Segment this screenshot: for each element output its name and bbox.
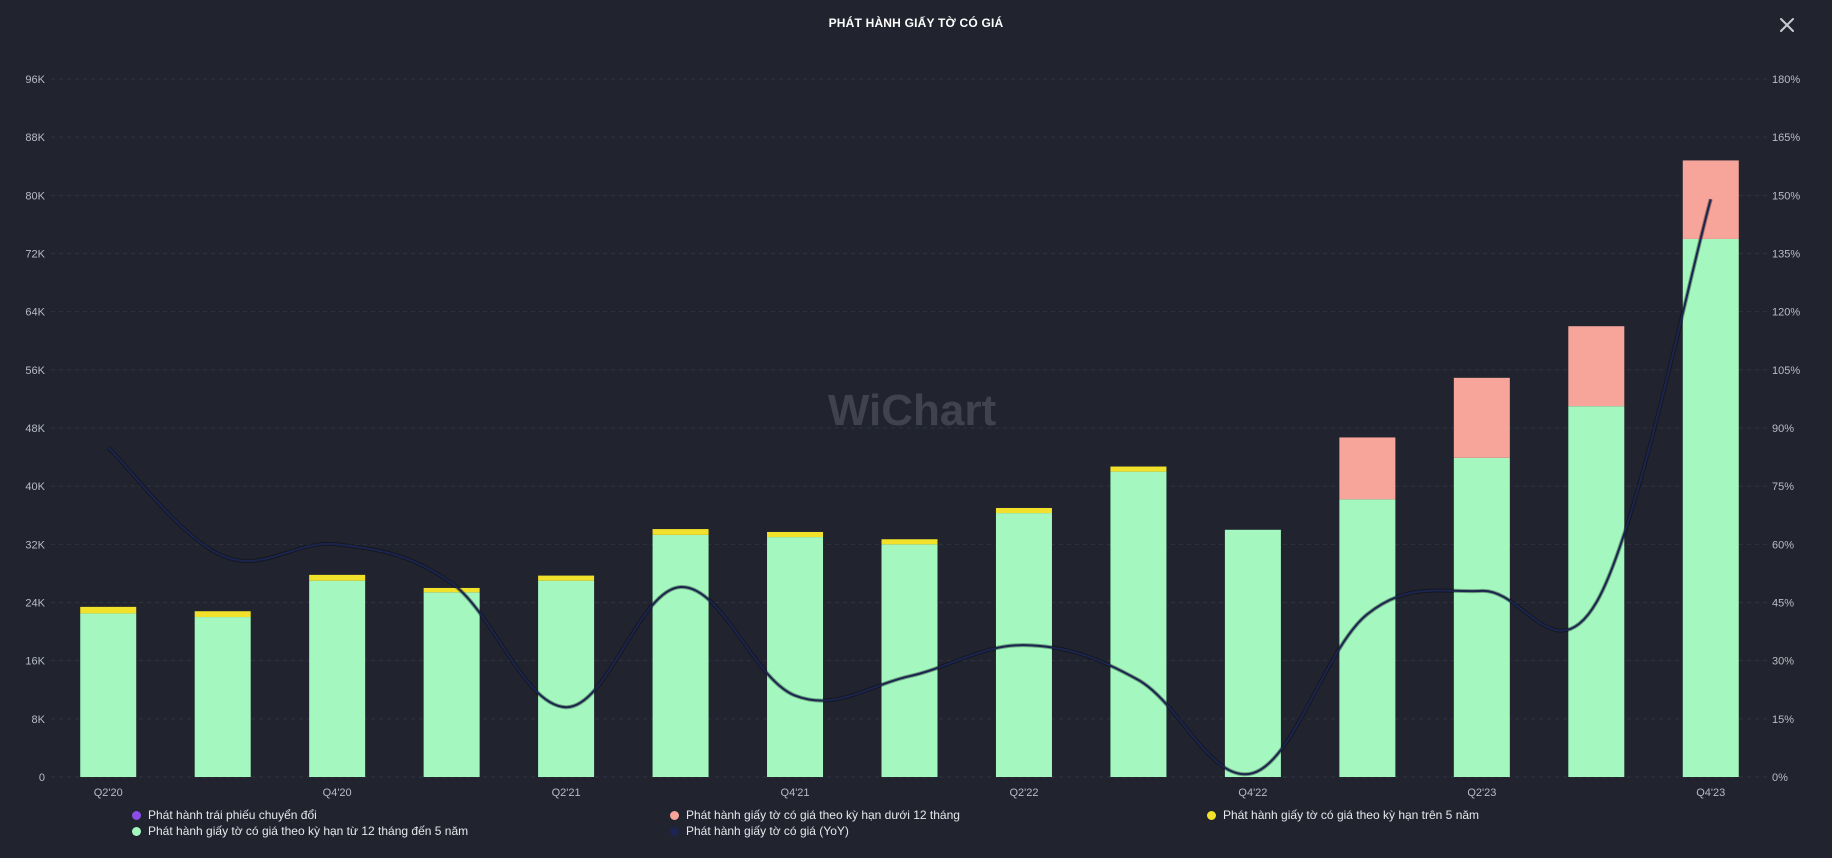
yoy-line <box>106 198 1713 777</box>
bar-segment-over-5y <box>194 611 251 618</box>
legend-dot <box>132 826 141 836</box>
legend-item-under-12m[interactable]: Phát hành giấy tờ có giá theo kỳ hạn dướ… <box>670 808 960 822</box>
bar-segment-12m-5y <box>1339 499 1396 777</box>
legend-label: Phát hành giấy tờ có giá (YoY) <box>686 824 849 838</box>
legend-label: Phát hành giấy tờ có giá theo kỳ hạn trê… <box>1223 808 1480 822</box>
x-tick-label: Q4'23 <box>1696 787 1725 799</box>
legend-item-12m-5y[interactable]: Phát hành giấy tờ có giá theo kỳ hạn từ … <box>132 824 468 838</box>
y-tick-label-right: 60% <box>1772 539 1794 551</box>
legend-item-over-5y[interactable]: Phát hành giấy tờ có giá theo kỳ hạn trê… <box>1207 808 1479 822</box>
bar-segment-12m-5y <box>1110 471 1167 777</box>
y-tick-label-left: 72K <box>25 249 45 261</box>
yoy-line-path <box>107 198 1712 776</box>
bar-segment-12m-5y <box>652 534 709 777</box>
bar-segment-over-5y <box>538 575 595 581</box>
bar-segment-12m-5y <box>1224 529 1281 777</box>
x-tick-label: Q2'22 <box>1009 787 1038 799</box>
legend-item-convertible[interactable]: Phát hành trái phiếu chuyển đổi <box>132 808 317 822</box>
legend-dot <box>670 826 679 836</box>
bar-segment-12m-5y <box>538 580 595 777</box>
bar-segment-12m-5y <box>767 537 824 777</box>
x-tick-label: Q2'23 <box>1467 787 1496 799</box>
x-tick-label: Q4'22 <box>1238 787 1267 799</box>
watermark: WiChart <box>828 386 997 435</box>
bar-segment-12m-5y <box>881 544 938 777</box>
bars <box>80 160 1739 778</box>
y-tick-label-left: 0 <box>39 772 45 784</box>
bar-segment-over-5y <box>767 531 824 538</box>
legend-label: Phát hành giấy tờ có giá theo kỳ hạn dướ… <box>686 808 960 822</box>
y-tick-label-left: 88K <box>25 132 45 144</box>
y-tick-label-left: 16K <box>25 656 45 668</box>
x-tick-label: Q4'21 <box>781 787 810 799</box>
bar-segment-under-12m <box>1453 377 1510 458</box>
legend-label: Phát hành giấy tờ có giá theo kỳ hạn từ … <box>148 824 469 838</box>
legend-dot <box>670 810 679 820</box>
axes: 0 0% 8K 15% 16K 30% 24K 45% 32K 60% 40K 75% 48K 90% 56… <box>25 74 1800 799</box>
bar-segment-over-5y <box>80 606 137 614</box>
y-tick-label-left: 40K <box>25 481 45 493</box>
legend-label: Phát hành trái phiếu chuyển đổi <box>148 808 317 822</box>
x-tick-label: Q2'20 <box>94 787 123 799</box>
y-tick-label-right: 180% <box>1772 74 1800 86</box>
y-tick-label-right: 15% <box>1772 714 1794 726</box>
y-tick-label-left: 56K <box>25 365 45 377</box>
y-tick-label-right: 75% <box>1772 481 1794 493</box>
bar-segment-12m-5y <box>1453 457 1510 777</box>
bar-segment-over-5y <box>423 587 480 593</box>
bar-segment-over-5y <box>995 507 1052 514</box>
y-tick-label-right: 30% <box>1772 656 1794 668</box>
y-tick-label-left: 24K <box>25 598 45 610</box>
chart: WiChart 0 0% 8K 15% 16K 30% 24K 45% 32K 60% 40K 75%… <box>25 74 1800 799</box>
y-tick-label-right: 0% <box>1772 772 1788 784</box>
bar-segment-over-5y <box>1110 466 1167 472</box>
y-tick-label-right: 165% <box>1772 132 1800 144</box>
legend-item-yoy[interactable]: Phát hành giấy tờ có giá (YoY) <box>670 824 849 838</box>
bar-segment-12m-5y <box>1682 238 1739 778</box>
bar-segment-12m-5y <box>194 617 251 777</box>
y-tick-label-right: 135% <box>1772 249 1800 261</box>
y-tick-label-left: 32K <box>25 539 45 551</box>
bar-segment-12m-5y <box>423 592 480 777</box>
x-tick-label: Q4'20 <box>323 787 352 799</box>
bar-segment-12m-5y <box>1568 406 1625 777</box>
chart-title: PHÁT HÀNH GIẤY TỜ CÓ GIÁ <box>828 16 1004 30</box>
y-tick-label-right: 45% <box>1772 598 1794 610</box>
bar-segment-12m-5y <box>309 580 366 777</box>
bar-segment-under-12m <box>1339 437 1396 500</box>
y-tick-label-left: 64K <box>25 307 45 319</box>
close-icon[interactable] <box>1774 12 1800 38</box>
y-tick-label-left: 8K <box>32 714 46 726</box>
bar-segment-over-5y <box>652 529 709 535</box>
legend-dot <box>1207 810 1216 820</box>
bar-segment-12m-5y <box>80 613 137 777</box>
bar-segment-under-12m <box>1568 326 1625 407</box>
y-tick-label-right: 120% <box>1772 307 1800 319</box>
legend-dot <box>132 810 141 820</box>
bar-segment-over-5y <box>309 574 366 581</box>
y-tick-label-right: 150% <box>1772 190 1800 202</box>
x-tick-label: Q2'21 <box>552 787 581 799</box>
bar-segment-over-5y <box>881 539 938 545</box>
y-tick-label-right: 90% <box>1772 423 1794 435</box>
y-tick-label-left: 96K <box>25 74 45 86</box>
y-tick-label-left: 48K <box>25 423 45 435</box>
y-tick-label-left: 80K <box>25 190 45 202</box>
y-tick-label-right: 105% <box>1772 365 1800 377</box>
